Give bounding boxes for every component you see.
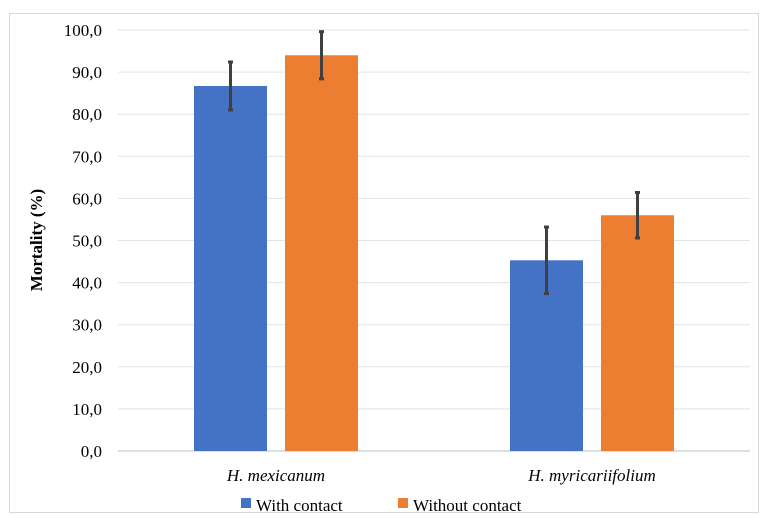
bar-without-contact: [601, 215, 674, 451]
bars: [194, 55, 674, 452]
y-axis-title: Mortality (%): [27, 189, 46, 291]
category-label: H. mexicanum: [226, 466, 325, 485]
y-tick-label: 40,0: [72, 274, 102, 293]
bar-with-contact: [194, 85, 267, 452]
legend: With contact Without contact: [241, 496, 522, 515]
bar-without-contact: [285, 55, 358, 451]
y-tick-label: 80,0: [72, 105, 102, 124]
y-tick-labels: 0,0 10,0 20,0 30,0 40,0 50,0 60,0 70,0 80,0 90,0 1…: [64, 21, 102, 461]
legend-label-with-contact: With contact: [256, 496, 343, 515]
y-tick-label: 90,0: [72, 63, 102, 82]
error-bar: [544, 225, 549, 296]
error-bar: [319, 30, 324, 81]
y-tick-label: 60,0: [72, 189, 102, 208]
y-tick-label: 0,0: [81, 442, 102, 461]
legend-swatch-with-contact: [241, 498, 251, 508]
y-tick-label: 100,0: [64, 21, 102, 40]
category-label: H. myricariifolium: [527, 466, 656, 485]
y-tick-label: 20,0: [72, 358, 102, 377]
legend-label-without-contact: Without contact: [413, 496, 522, 515]
error-bar: [635, 191, 640, 240]
y-tick-label: 10,0: [72, 400, 102, 419]
y-tick-label: 50,0: [72, 232, 102, 251]
error-bars: [228, 30, 640, 296]
y-tick-label: 30,0: [72, 316, 102, 335]
error-bar: [228, 60, 233, 112]
category-labels: H. mexicanum H. myricariifolium: [226, 466, 656, 485]
legend-swatch-without-contact: [398, 498, 408, 508]
y-tick-label: 70,0: [72, 147, 102, 166]
